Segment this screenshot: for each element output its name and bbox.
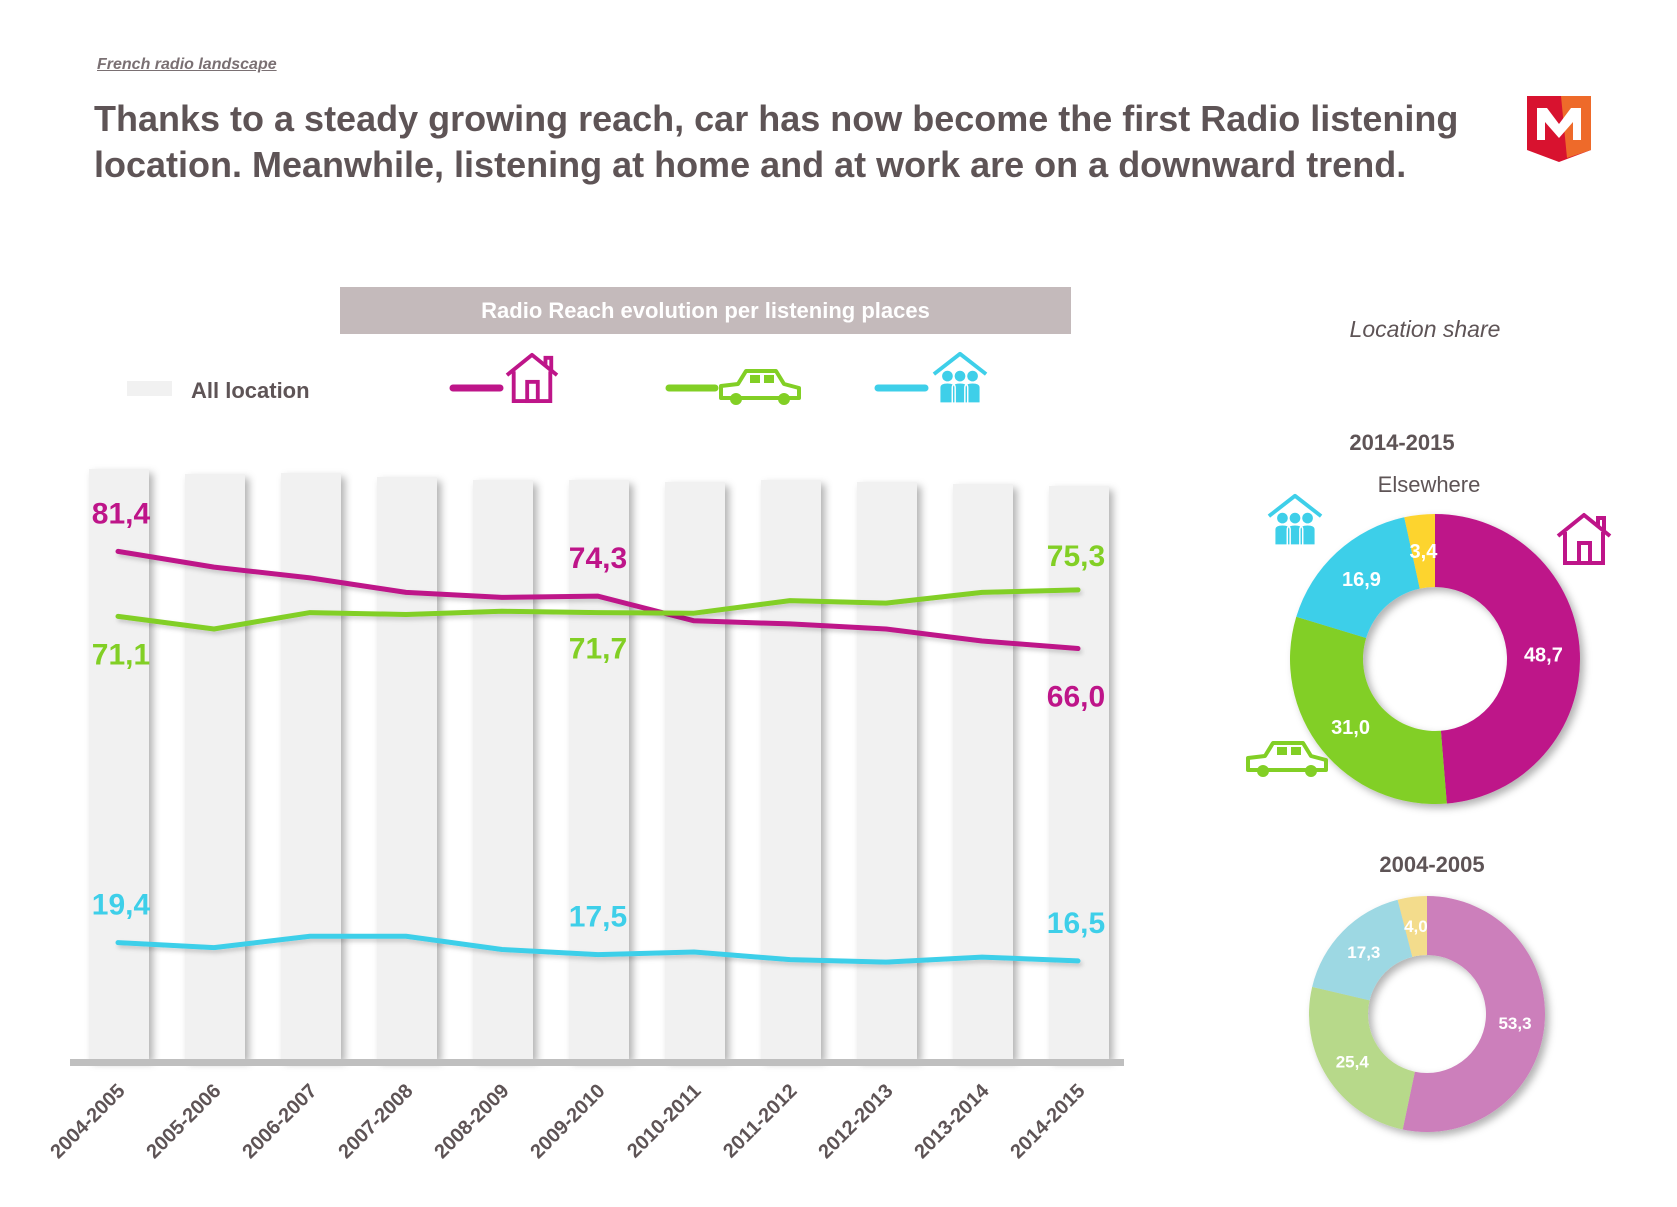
x-tick-label: 2004-2005 [46,1080,129,1163]
car-data-label: 75,3 [1047,540,1105,573]
car-slice [1309,986,1415,1130]
all-location-bar [665,482,725,1059]
home-data-label: 81,4 [92,497,151,530]
car-icon [719,369,801,406]
all-location-bar [953,484,1013,1059]
car-series-line [115,587,1081,632]
all-location-bar [473,480,533,1059]
donut-car-icon [1246,741,1328,778]
x-tick-label: 2007-2008 [334,1080,417,1163]
all-location-swatch [127,381,172,396]
all-location-bar [377,477,437,1059]
all-location-bar [761,480,821,1059]
work-slice-label: 16,9 [1342,569,1381,591]
data-labels: 81,4 74,3 66,0 71,1 71,7 75,3 19,4 17,5 16,5 [92,497,1105,940]
elsewhere-slice [1397,895,1427,957]
all-location-bar [569,480,629,1059]
donut-2014-2015: 48,7 31,0 16,9 3,4 [1289,514,1581,804]
x-tick-label: 2005-2006 [142,1080,225,1163]
home-data-label: 74,3 [569,542,627,575]
x-tick-label: 2008-2009 [430,1080,513,1163]
home-slice-label: 48,7 [1524,645,1563,667]
work-data-label: 17,5 [569,901,627,934]
elsewhere-slice-label: 4,0 [1404,917,1428,936]
x-tick-label: 2013-2014 [910,1079,994,1163]
x-tick-label: 2010-2011 [623,1080,705,1162]
x-axis [70,1059,1124,1066]
section-kicker[interactable]: French radio landscape [97,56,277,73]
elsewhere-slice-label: 3,4 [1410,541,1439,563]
donut-2004-2005: 53,3 25,4 17,3 4,0 [1309,895,1545,1132]
x-tick-label: 2006-2007 [238,1080,321,1163]
donut-2014-title: 2014-2015 [1349,430,1454,455]
all-location-bar [857,482,917,1059]
work-slice-label: 17,3 [1347,943,1380,962]
work-series-line [115,933,1081,965]
series-lines [115,548,1081,965]
donut-home-icon [1556,513,1612,565]
house-icon [505,352,559,404]
people-icon [931,351,989,406]
car-slice-label: 25,4 [1336,1052,1370,1071]
elsewhere-slice [1404,514,1435,589]
location-share-title: Location share [1349,316,1501,342]
car-data-label: 71,1 [92,638,150,671]
home-series-line [115,548,1081,652]
x-tick-label: 2014-2015 [1006,1080,1089,1163]
legend-all-location: All location [191,378,310,403]
donut-2004-title: 2004-2005 [1379,852,1484,877]
all-location-bar [281,473,341,1059]
home-slice [1435,514,1581,804]
all-location-bar [1049,486,1109,1059]
x-tick-label: 2012-2013 [814,1080,897,1163]
car-data-label: 71,7 [569,633,627,666]
work-data-label: 16,5 [1047,907,1105,940]
home-slice [1402,896,1545,1132]
elsewhere-annotation: Elsewhere [1378,472,1481,497]
all-location-bar [89,469,149,1059]
page-title: Thanks to a steady growing reach, car ha… [94,98,1459,185]
x-tick-label: 2011-2012 [719,1080,801,1162]
work-data-label: 19,4 [92,889,151,922]
home-slice-label: 53,3 [1498,1014,1531,1033]
work-slice [1296,517,1420,639]
home-data-label: 66,0 [1047,681,1105,714]
x-tick-label: 2009-2010 [526,1080,609,1163]
all-location-bars [89,469,1109,1059]
car-slice [1289,616,1447,804]
car-slice-label: 31,0 [1331,717,1370,739]
legend: All location [127,351,989,406]
x-tick-labels: 2004-2005 2005-2006 2006-2007 2007-2008 2008… [46,1079,1089,1163]
work-slice [1312,899,1413,1001]
m-logo [1527,96,1591,162]
donut-work-icon [1266,493,1324,548]
chart-title-banner: Radio Reach evolution per listening plac… [340,287,1071,334]
